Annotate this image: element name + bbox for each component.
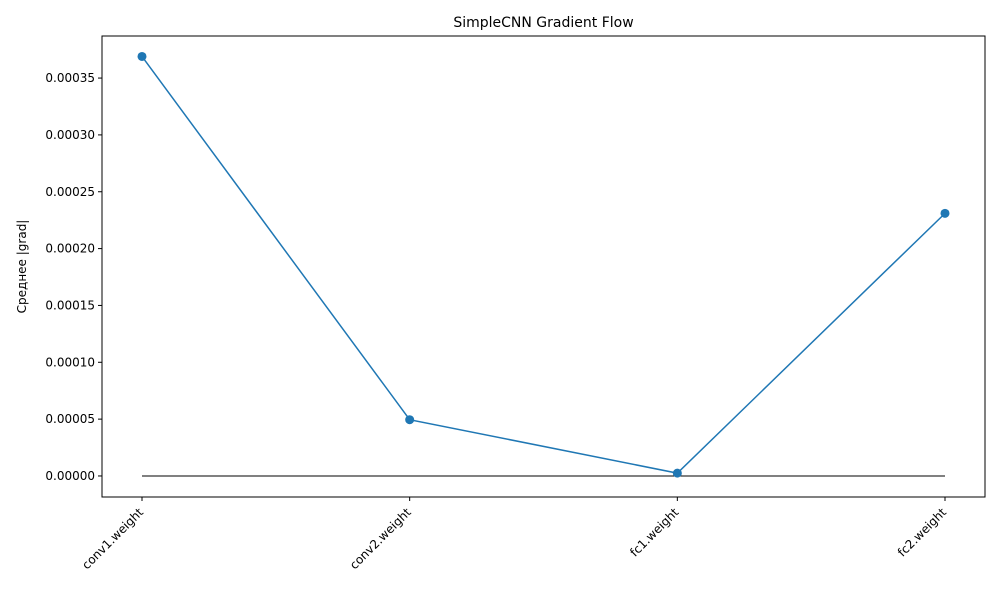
x-tick-label: conv1.weight xyxy=(79,505,146,572)
x-tick-label: fc2.weight xyxy=(895,505,949,559)
plot-area xyxy=(101,35,986,498)
data-point xyxy=(672,468,682,478)
y-tick-label: 0.00005 xyxy=(45,412,95,426)
data-point xyxy=(137,51,147,61)
y-tick-label: 0.00035 xyxy=(45,71,95,85)
y-tick-label: 0.00015 xyxy=(45,298,95,312)
y-tick-label: 0.00000 xyxy=(45,469,95,483)
x-ticks: conv1.weight conv2.weight fc1.weight fc2.we… xyxy=(79,497,949,572)
x-tick-label: conv2.weight xyxy=(347,505,414,572)
chart-title: SimpleCNN Gradient Flow xyxy=(453,15,633,31)
x-tick-label: fc1.weight xyxy=(627,505,681,559)
data-point xyxy=(405,415,415,425)
y-tick-label: 0.00030 xyxy=(45,128,95,142)
y-ticks: 0.00000 0.00005 0.00010 0.00015 0.00020 0.000… xyxy=(45,71,102,483)
data-point xyxy=(940,208,950,218)
series-group xyxy=(137,51,950,478)
y-tick-label: 0.00010 xyxy=(45,355,95,369)
series-line xyxy=(141,56,946,474)
y-tick-label: 0.00020 xyxy=(45,242,95,256)
y-tick-label: 0.00025 xyxy=(45,185,95,199)
y-axis-label: Среднее |grad| xyxy=(15,220,29,314)
